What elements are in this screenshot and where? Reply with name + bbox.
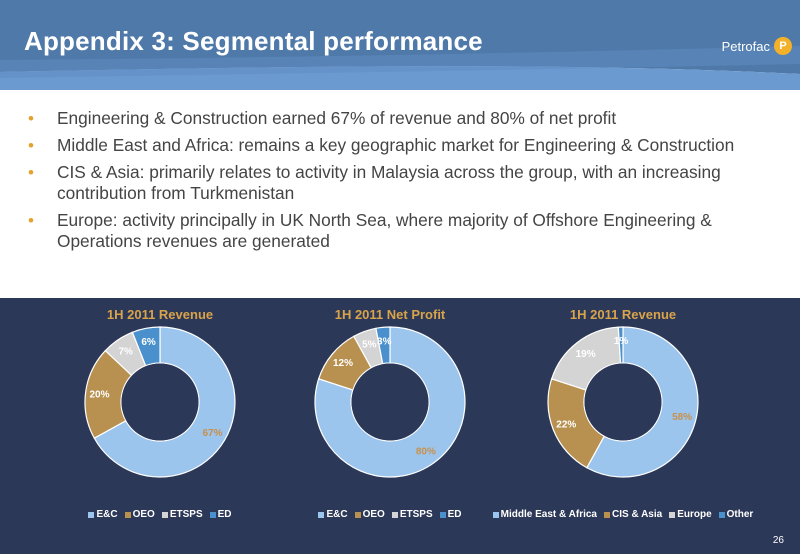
donut-hole — [121, 363, 199, 441]
chart-title: 1H 2011 Net Profit — [334, 307, 446, 322]
legend-swatch — [209, 511, 216, 518]
legend-item: OEO — [354, 509, 385, 520]
legend-label: ED — [447, 509, 462, 520]
donut-chart-revenue-segment: 1H 2011 Revenue 67% 20% 7% 6% E&C OEO ETSPS ED — [30, 298, 290, 554]
slide-header: Appendix 3: Segmental performance Petrof… — [0, 0, 800, 90]
chart-legend: Middle East & Africa CIS & Asia Europe Othe… — [492, 509, 754, 520]
legend-item: Europe — [669, 509, 712, 520]
data-label-1: 20% — [89, 389, 109, 400]
donut-slice-3 — [131, 326, 161, 367]
legend-swatch — [604, 511, 610, 518]
legend-label: E&C — [96, 509, 118, 520]
donut-chart-revenue-geography: 1H 2011 Revenue 58% 22% 19% 1% Middle East … — [492, 298, 754, 554]
data-label-1: 22% — [556, 419, 576, 430]
legend-item: ETSPS — [161, 509, 203, 520]
legend-item: OEO — [124, 509, 155, 520]
legend-swatch — [354, 511, 361, 518]
chart-legend: E&C OEO ETSPS ED — [30, 509, 290, 520]
data-label-0: 67% — [202, 428, 222, 439]
header-band — [0, 0, 800, 90]
legend-item: Middle East & Africa — [492, 509, 597, 520]
legend-swatch — [161, 511, 168, 518]
legend-item: E&C — [318, 509, 348, 520]
legend-label: ETSPS — [169, 509, 203, 520]
legend-swatch — [124, 511, 131, 518]
bullet-list: • Engineering & Construction earned 67% o… — [28, 108, 778, 258]
bullet-text: CIS & Asia: primarily relates to activit… — [57, 162, 721, 203]
legend-swatch — [718, 511, 725, 518]
legend-label: Europe — [677, 509, 712, 520]
donut-svg: 80% 12% 5% 3% — [314, 326, 466, 478]
chart-legend: E&C OEO ETSPS ED — [260, 509, 520, 520]
bullet-text: Middle East and Africa: remains a key ge… — [57, 135, 735, 155]
legend-item: ED — [439, 509, 462, 520]
donut-svg: 67% 20% 7% 6% — [84, 326, 236, 478]
data-label-3: 6% — [141, 337, 156, 348]
bullet-item: • Middle East and Africa: remains a key g… — [28, 135, 778, 156]
logo-mark-icon: P — [774, 37, 792, 55]
legend-label: E&C — [326, 509, 348, 520]
donut-hole — [351, 363, 429, 441]
bullet-item: • Europe: activity principally in UK Nort… — [28, 210, 778, 252]
legend-item: ED — [209, 509, 232, 520]
data-label-2: 19% — [576, 349, 596, 360]
bullet-dot-icon: • — [28, 163, 34, 182]
chart-title: 1H 2011 Revenue — [569, 307, 677, 322]
slide-title: Appendix 3: Segmental performance — [24, 26, 483, 56]
bullet-dot-icon: • — [28, 211, 34, 230]
data-label-3: 3% — [377, 336, 392, 347]
data-label-2: 7% — [118, 347, 133, 358]
donut-slice-0 — [586, 326, 699, 478]
legend-item: CIS & Asia — [604, 509, 662, 520]
legend-label: Other — [726, 509, 754, 520]
page-number: 26 — [772, 535, 784, 546]
legend-label: Middle East & Africa — [500, 509, 597, 520]
donut-hole — [584, 363, 662, 441]
data-label-1: 12% — [333, 358, 353, 369]
donut-chart-net-profit: 1H 2011 Net Profit 80% 12% 5% 3% E&C OEO ETSP… — [260, 298, 520, 554]
legend-label: ETSPS — [399, 509, 433, 520]
bullet-item: • Engineering & Construction earned 67% o… — [28, 108, 778, 129]
legend-swatch — [318, 511, 325, 518]
legend-swatch — [391, 511, 398, 518]
legend-item: E&C — [88, 509, 118, 520]
bullet-text: Engineering & Construction earned 67% of… — [57, 108, 617, 128]
legend-swatch — [669, 511, 676, 518]
legend-label: OEO — [362, 509, 385, 520]
legend-item: Other — [718, 509, 754, 520]
legend-item: ETSPS — [391, 509, 433, 520]
charts-panel: 1H 2011 Revenue 67% 20% 7% 6% E&C OEO ETSPS ED… — [0, 298, 800, 554]
bullet-item: • CIS & Asia: primarily relates to activi… — [28, 162, 778, 204]
company-logo: Petrofac P — [722, 37, 792, 55]
logo-text: Petrofac — [721, 38, 770, 54]
data-label-0: 58% — [672, 412, 692, 423]
data-label-3: 1% — [614, 336, 629, 347]
bullet-dot-icon: • — [28, 109, 34, 128]
legend-swatch — [439, 511, 446, 518]
legend-label: ED — [217, 509, 232, 520]
donut-slice-0 — [93, 326, 236, 478]
bullet-text: Europe: activity principally in UK North… — [57, 210, 712, 251]
data-label-2: 5% — [362, 340, 377, 351]
legend-label: OEO — [132, 509, 155, 520]
donut-slice-0 — [314, 326, 466, 478]
donut-slice-3 — [617, 326, 624, 364]
chart-title: 1H 2011 Revenue — [106, 307, 214, 322]
data-label-0: 80% — [416, 446, 436, 457]
donut-slice-3 — [375, 326, 391, 365]
legend-swatch — [492, 511, 499, 518]
legend-swatch — [88, 511, 95, 518]
bullet-dot-icon: • — [28, 136, 34, 155]
donut-svg: 58% 22% 19% 1% — [547, 326, 699, 478]
legend-label: CIS & Asia — [612, 509, 663, 520]
